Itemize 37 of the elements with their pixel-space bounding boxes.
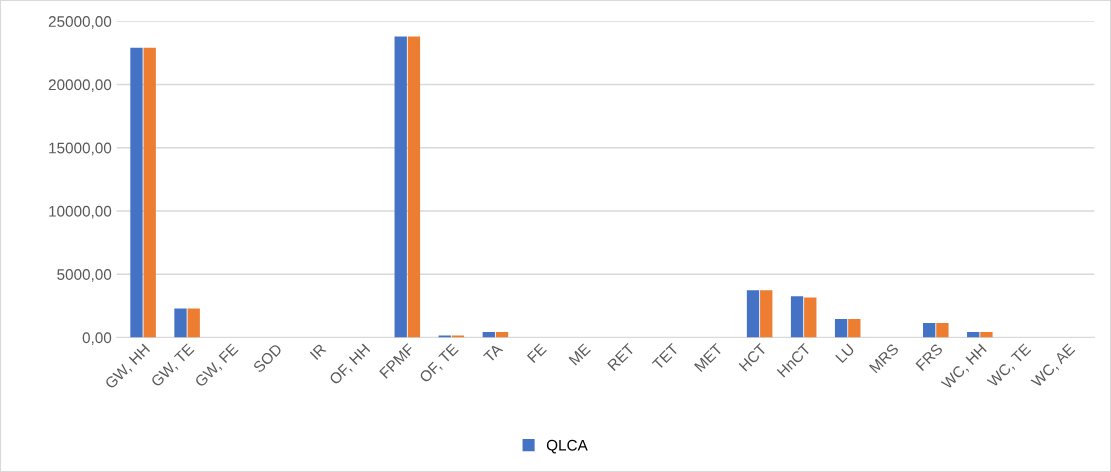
- bar: [967, 332, 980, 338]
- bar: [790, 296, 804, 338]
- x-tick-label: IR: [309, 343, 327, 360]
- bar: [482, 332, 495, 338]
- bar: [760, 290, 773, 338]
- y-tick-label: 0,00: [82, 332, 112, 345]
- x-tick-label: TA: [483, 342, 504, 363]
- bar: [746, 290, 760, 338]
- bar: [804, 297, 817, 338]
- y-tick-label: 25000,00: [48, 16, 112, 29]
- x-tick-label: ME: [568, 343, 591, 366]
- bar: [130, 47, 143, 338]
- x-tick-label: WC, AE: [1030, 343, 1077, 390]
- x-tick-label: OF, HH: [328, 343, 372, 387]
- x-tick-label: LU: [835, 343, 855, 364]
- bar: [980, 332, 993, 338]
- bar: [923, 323, 936, 338]
- x-tick-label: OF, TE: [418, 343, 461, 385]
- bar: [936, 323, 949, 338]
- y-tick-label: 20000,00: [48, 79, 112, 92]
- bar: [495, 332, 509, 338]
- bar: [834, 319, 848, 338]
- x-tick-label: GW, TE: [150, 343, 196, 389]
- legend-label: QLCA: [546, 439, 588, 454]
- bar: [187, 308, 200, 338]
- bar: [407, 36, 421, 338]
- bar: [394, 36, 407, 338]
- x-tick-label: GW, HH: [104, 343, 152, 391]
- x-tick-label: GW, FE: [194, 343, 240, 389]
- y-tick-label: 10000,00: [49, 205, 112, 219]
- x-tick-label: TET: [651, 342, 680, 371]
- bar: [174, 308, 187, 338]
- bar: [143, 47, 156, 338]
- bar: [848, 319, 861, 338]
- x-tick-label: FE: [526, 343, 547, 364]
- y-tick-label: 5000,00: [57, 269, 112, 282]
- y-tick-label: 15000,00: [49, 142, 112, 156]
